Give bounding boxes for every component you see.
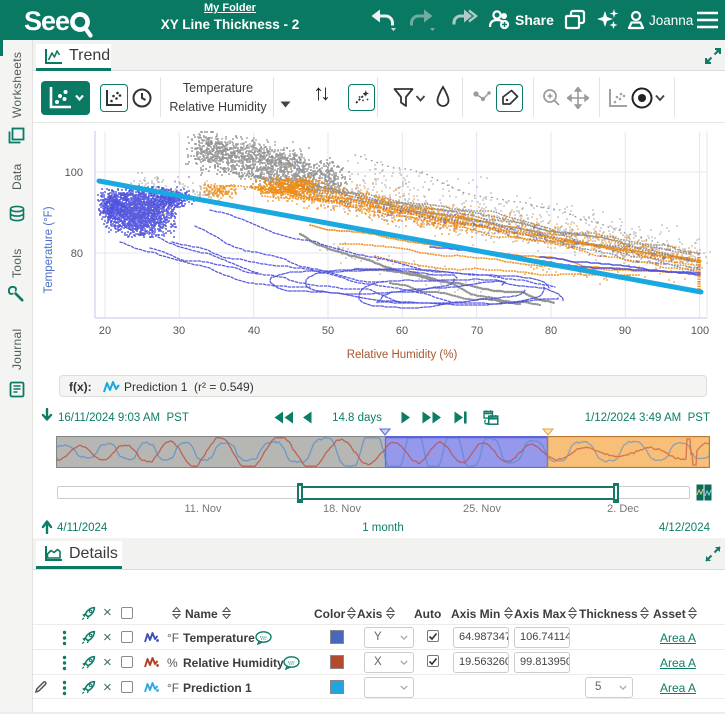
svg-text:30: 30 bbox=[173, 325, 185, 337]
svg-text:100: 100 bbox=[65, 167, 83, 179]
svg-text:40: 40 bbox=[248, 325, 260, 337]
svg-text:20: 20 bbox=[99, 325, 111, 337]
svg-text:80: 80 bbox=[545, 325, 557, 337]
svg-text:90: 90 bbox=[619, 325, 631, 337]
svg-text:100: 100 bbox=[691, 325, 709, 337]
svg-text:80: 80 bbox=[71, 248, 83, 260]
svg-text:50: 50 bbox=[322, 325, 334, 337]
svg-text:Temperature (°F): Temperature (°F) bbox=[43, 206, 55, 293]
svg-text:70: 70 bbox=[471, 325, 483, 337]
svg-text:60: 60 bbox=[396, 325, 408, 337]
svg-text:Relative Humidity (%): Relative Humidity (%) bbox=[347, 349, 458, 361]
